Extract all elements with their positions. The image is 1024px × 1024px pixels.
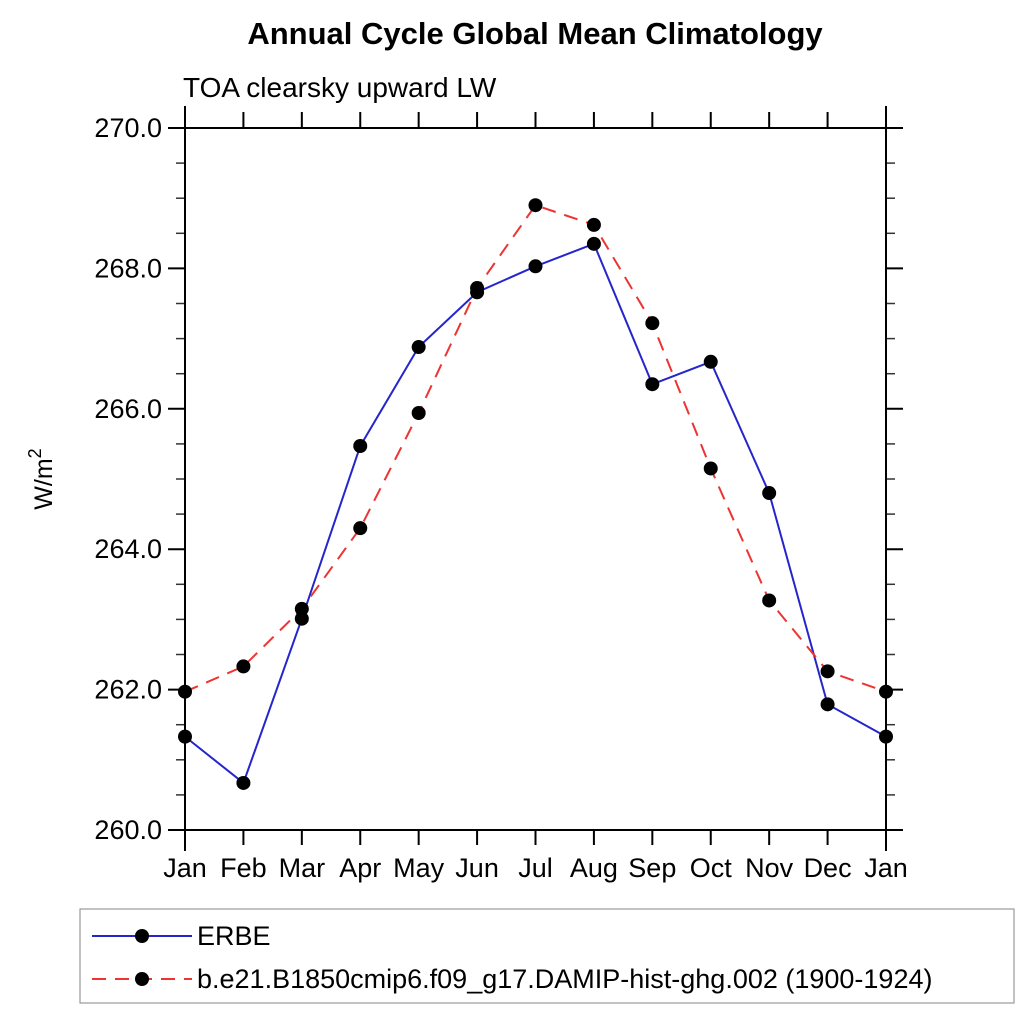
- series-0-point-Oct: [703, 354, 718, 369]
- series-0-point-Feb: [236, 775, 251, 790]
- series-0-point-Sep: [645, 377, 660, 392]
- x-tick-labels: Jan Feb Mar Apr May Jun Jul Aug Sep Oct Nov Dec Jan: [163, 853, 908, 883]
- series-1-point-Jul: [528, 198, 543, 213]
- x-tick-label: Jun: [455, 853, 499, 883]
- chart-title: Annual Cycle Global Mean Climatology: [247, 16, 823, 51]
- series-1-point-Sep: [645, 316, 660, 331]
- series-1-point-Oct: [703, 461, 718, 476]
- series-lines: [184, 204, 887, 785]
- x-tick-label: Dec: [804, 853, 852, 883]
- series-0-point-Jul: [528, 259, 543, 274]
- series-0-point-Nov: [762, 486, 777, 501]
- y-axis-label: W/m2: [25, 448, 58, 509]
- y-tick-label: 268.0: [94, 253, 162, 283]
- plot-frame: [184, 127, 887, 831]
- series-0-point-Dec: [820, 697, 835, 712]
- x-tick-label: Oct: [690, 853, 733, 883]
- series-0-point-Jan: [178, 729, 192, 744]
- x-tick-label: Jan: [864, 853, 908, 883]
- series-0-point-Jan: [879, 729, 893, 744]
- y-tick-label: 260.0: [94, 815, 162, 845]
- y-axis-label-base: W/m: [30, 458, 58, 509]
- series-0-point-May: [411, 340, 426, 355]
- legend-marker-erbe: [135, 929, 149, 943]
- legend-box: [79, 908, 1015, 1004]
- x-tick-label: Jan: [163, 853, 207, 883]
- x-tick-label: Nov: [745, 853, 794, 883]
- y-tick-label: 264.0: [94, 534, 162, 564]
- legend-marker-model: [135, 972, 149, 986]
- x-tick-label: May: [393, 853, 445, 883]
- series-line-0: [184, 242, 887, 785]
- x-tick-label: Jul: [518, 853, 553, 883]
- y-axis-label-superscript: 2: [25, 448, 45, 458]
- y-tick-label: 262.0: [94, 675, 162, 705]
- chart-subtitle: TOA clearsky upward LW: [183, 72, 497, 103]
- series-1-point-May: [411, 406, 426, 421]
- legend-label-model: b.e21.B1850cmip6.f09_g17.DAMIP-hist-ghg.…: [197, 964, 932, 994]
- series-1-point-Dec: [820, 664, 835, 679]
- legend-label-erbe: ERBE: [197, 921, 271, 951]
- series-1-point-Nov: [762, 593, 777, 608]
- x-tick-label: Aug: [570, 853, 618, 883]
- series-markers: [178, 198, 893, 790]
- series-1-point-Jun: [470, 281, 485, 296]
- series-0-point-Mar: [294, 611, 309, 626]
- y-tick-label: 270.0: [94, 113, 162, 143]
- x-tick-label: Sep: [628, 853, 676, 883]
- y-tick-labels: 260.0 262.0 264.0 266.0 268.0 270.0: [94, 113, 162, 845]
- series-1-point-Mar: [294, 601, 309, 616]
- series-line-1: [184, 204, 887, 693]
- series-1-point-Apr: [353, 521, 368, 536]
- series-1-point-Jan: [178, 684, 192, 699]
- legend: ERBE b.e21.B1850cmip6.f09_g17.DAMIP-hist…: [79, 908, 1015, 1004]
- x-tick-label: Mar: [279, 853, 326, 883]
- y-tick-label: 266.0: [94, 394, 162, 424]
- series-0-point-Aug: [586, 236, 601, 251]
- series-1-point-Feb: [236, 659, 251, 674]
- series-1-point-Jan: [879, 684, 893, 699]
- series-1-point-Aug: [586, 217, 601, 232]
- axis-ticks: [168, 106, 903, 851]
- x-tick-label: Apr: [339, 853, 381, 883]
- series-0-point-Apr: [353, 439, 368, 454]
- x-tick-label: Feb: [220, 853, 267, 883]
